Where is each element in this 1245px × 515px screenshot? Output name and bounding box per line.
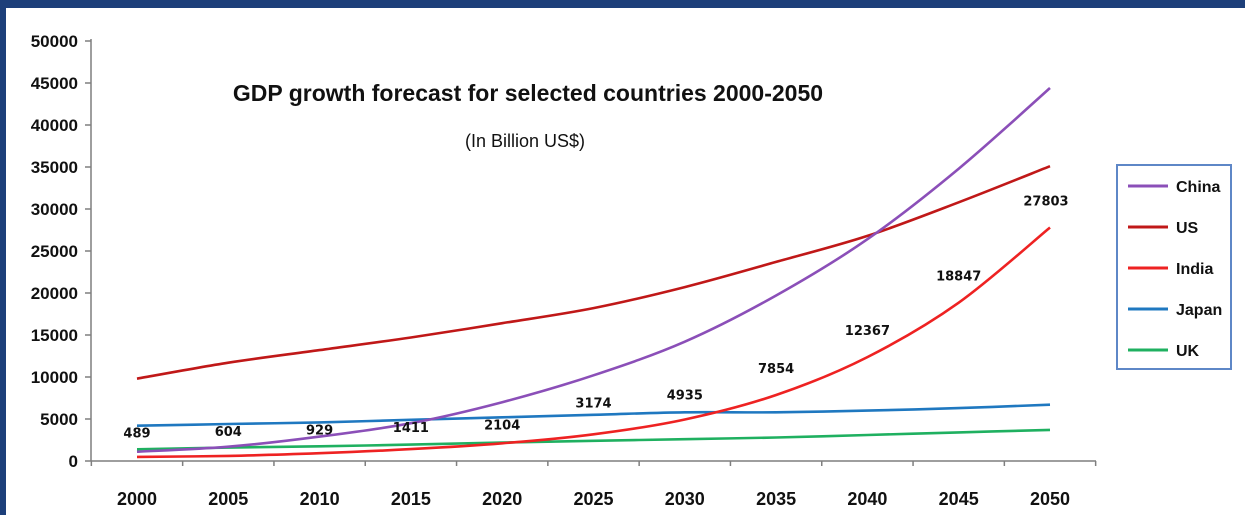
series-lines xyxy=(136,87,1051,459)
x-tick-label: 2035 xyxy=(756,489,796,509)
data-label: 489 xyxy=(123,427,150,442)
data-label: 2104 xyxy=(484,418,520,433)
data-label: 929 xyxy=(306,423,333,438)
data-label: 604 xyxy=(215,425,242,440)
x-tick-label: 2030 xyxy=(665,489,705,509)
x-tick-label: 2045 xyxy=(939,489,979,509)
data-label: 27803 xyxy=(1023,194,1068,209)
series-line-india xyxy=(136,226,1051,459)
axes: 0 5000 10000 15000 20000 25000 30000 35000 40000… xyxy=(31,32,1097,509)
series-line-us xyxy=(136,164,1051,380)
data-labels: 489 604 929 1411 2104 3174 4935 7854 12367 18847 2… xyxy=(123,194,1068,441)
x-tick-label: 2050 xyxy=(1030,489,1070,509)
x-tick-label: 2015 xyxy=(391,489,431,509)
series-line-uk xyxy=(136,428,1051,451)
data-label: 7854 xyxy=(758,362,794,377)
x-tick-label: 2025 xyxy=(573,489,613,509)
x-tick-label: 2000 xyxy=(117,489,157,509)
legend: China US India Japan UK xyxy=(1116,164,1232,370)
x-tick-label: 2005 xyxy=(208,489,248,509)
y-tick-label: 50000 xyxy=(31,32,78,51)
data-label: 4935 xyxy=(667,389,703,404)
y-tick-label: 40000 xyxy=(31,116,78,135)
data-label: 3174 xyxy=(575,396,611,411)
y-tick-label: 15000 xyxy=(31,326,78,345)
chart-subtitle: (In Billion US$) xyxy=(465,131,585,151)
y-tick-label: 10000 xyxy=(31,368,78,387)
legend-label-uk: UK xyxy=(1176,343,1200,360)
x-tick-label: 2010 xyxy=(300,489,340,509)
series-line-japan xyxy=(136,403,1051,428)
legend-label-japan: Japan xyxy=(1176,302,1222,319)
legend-label-india: India xyxy=(1176,261,1213,278)
legend-label-china: China xyxy=(1176,179,1221,196)
data-label: 18847 xyxy=(936,270,981,285)
y-tick-label: 45000 xyxy=(31,74,78,93)
y-tick-label: 30000 xyxy=(31,200,78,219)
y-tick-label: 35000 xyxy=(31,158,78,177)
data-label: 12367 xyxy=(845,324,890,339)
x-tick-label: 2020 xyxy=(482,489,522,509)
x-tick-label: 2040 xyxy=(847,489,887,509)
y-tick-label: 25000 xyxy=(31,242,78,261)
y-tick-label: 0 xyxy=(69,452,78,471)
series-line-china xyxy=(136,87,1051,454)
chart-title: GDP growth forecast for selected countri… xyxy=(233,80,823,106)
y-tick-label: 20000 xyxy=(31,284,78,303)
legend-label-us: US xyxy=(1176,220,1199,237)
y-tick-label: 5000 xyxy=(40,410,78,429)
data-label: 1411 xyxy=(393,421,429,436)
